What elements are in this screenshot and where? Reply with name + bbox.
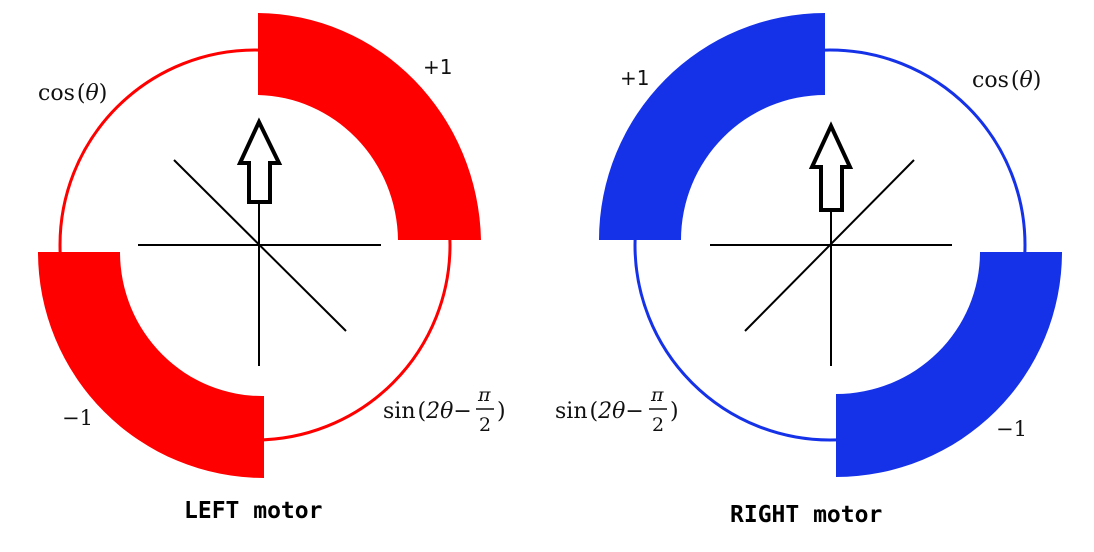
right-motor-axes	[710, 159, 952, 366]
left-minus-one-label: −1	[62, 406, 93, 430]
svg-text:): )	[670, 399, 679, 424]
right-cos-label: cos(θ)	[972, 68, 1041, 93]
left-motor-positive-band	[258, 13, 481, 240]
svg-text:): )	[497, 399, 506, 424]
left-plus-one-label: +1	[423, 55, 452, 79]
left-motor-caption: LEFT motor	[184, 498, 322, 524]
left-sin-label: sin(2θ− π 2 )	[383, 384, 506, 436]
left-motor-negative-band	[38, 252, 264, 478]
right-motor-positive-band	[599, 13, 825, 240]
left-motor-axes	[138, 159, 381, 366]
right-motor-caption: RIGHT motor	[730, 502, 882, 528]
svg-text:sin(2θ−: sin(2θ−	[383, 399, 472, 424]
right-motor-negative-band	[836, 252, 1062, 477]
left-cos-label: cos(θ)	[38, 81, 107, 106]
right-plus-one-label: +1	[620, 66, 649, 90]
up-arrow-icon	[236, 117, 283, 204]
up-arrow-icon	[808, 121, 854, 212]
right-minus-one-label: −1	[996, 417, 1027, 441]
right-motor-panel: +1 cos(θ) sin(2θ− π 2 ) −1 RIGHT motor	[555, 13, 1062, 528]
svg-text:sin(2θ−: sin(2θ−	[555, 399, 644, 424]
svg-text:2: 2	[479, 414, 491, 436]
svg-text:2: 2	[652, 414, 664, 436]
svg-text:π: π	[650, 384, 664, 406]
left-motor-panel: cos(θ) +1 −1 sin(2θ− π 2 ) LEFT motor	[38, 13, 506, 524]
right-motor-circle	[633, 48, 1027, 442]
right-sin-label: sin(2θ− π 2 )	[555, 384, 679, 436]
svg-text:π: π	[477, 384, 491, 406]
